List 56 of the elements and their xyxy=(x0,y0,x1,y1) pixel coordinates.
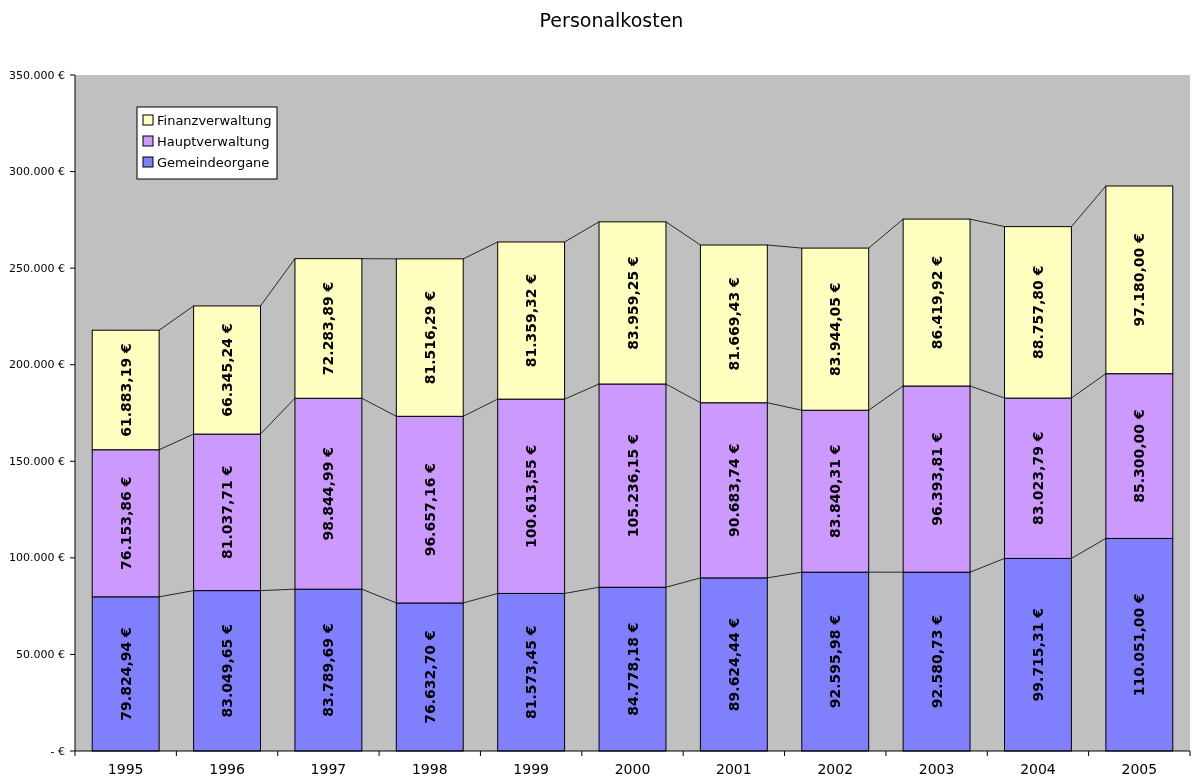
x-tick-label: 1998 xyxy=(411,761,448,777)
data-label: 76.632,70 € xyxy=(421,630,438,724)
legend-label: Gemeindeorgane xyxy=(157,154,270,170)
data-label: 98.844,99 € xyxy=(320,446,337,541)
y-tick-label: 300.000 € xyxy=(9,165,65,179)
data-label: 88.757,80 € xyxy=(1029,265,1046,360)
data-label: 81.669,43 € xyxy=(725,277,742,371)
data-label: 92.595,98 € xyxy=(827,614,844,709)
data-label: 110.051,00 € xyxy=(1131,593,1148,697)
chart-title: Personalkosten xyxy=(539,9,684,31)
x-tick-label: 2003 xyxy=(918,761,955,777)
y-tick-label: 250.000 € xyxy=(9,261,65,275)
data-label: 89.624,44 € xyxy=(725,617,742,712)
data-label: 81.573,45 € xyxy=(523,625,540,719)
y-tick-label: 50.000 € xyxy=(16,647,65,661)
data-label: 84.778,18 € xyxy=(624,622,641,716)
data-label: 76.153,86 € xyxy=(117,476,134,571)
y-tick-label: 150.000 € xyxy=(9,454,65,468)
data-label: 72.283,89 € xyxy=(320,281,337,376)
data-label: 105.236,15 € xyxy=(624,434,641,538)
data-label: 90.683,74 € xyxy=(725,443,742,538)
x-tick-label: 2001 xyxy=(716,761,752,777)
data-label: 83.944,05 € xyxy=(827,282,844,376)
data-label: 96.393,81 € xyxy=(928,432,945,526)
x-tick-label: 1999 xyxy=(513,761,549,777)
data-label: 66.345,24 € xyxy=(219,323,236,417)
data-label: 86.419,92 € xyxy=(928,255,945,350)
data-label: 61.883,19 € xyxy=(117,343,134,437)
data-label: 100.613,55 € xyxy=(523,444,540,548)
x-tick-label: 1995 xyxy=(107,761,144,777)
data-label: 97.180,00 € xyxy=(1131,233,1148,327)
legend-label: Hauptverwaltung xyxy=(157,133,270,149)
data-label: 83.049,65 € xyxy=(219,624,236,718)
x-tick-label: 2000 xyxy=(614,761,651,777)
data-label: 81.359,32 € xyxy=(523,273,540,368)
data-label: 99.715,31 € xyxy=(1029,607,1046,702)
data-label: 79.824,94 € xyxy=(117,627,134,721)
data-label: 81.516,29 € xyxy=(421,290,438,385)
x-tick-label: 2005 xyxy=(1121,761,1158,777)
data-label: 81.037,71 € xyxy=(219,465,236,560)
data-label: 83.959,25 € xyxy=(624,256,641,350)
y-tick-label: 100.000 € xyxy=(9,551,65,565)
data-label: 83.023,79 € xyxy=(1029,431,1046,525)
x-tick-label: 1996 xyxy=(209,761,245,777)
data-label: 96.657,16 € xyxy=(421,462,438,557)
x-tick-label: 2002 xyxy=(817,761,854,777)
data-label: 83.840,31 € xyxy=(827,444,844,538)
x-tick-label: 2004 xyxy=(1020,761,1056,777)
data-label: 92.580,73 € xyxy=(928,614,945,709)
x-tick-label: 1997 xyxy=(310,761,347,777)
y-tick-label: 350.000 € xyxy=(9,68,65,82)
y-tick-label: 200.000 € xyxy=(9,358,65,372)
y-tick-label: - € xyxy=(50,744,65,758)
data-label: 83.789,69 € xyxy=(320,623,337,717)
legend-label: Finanzverwaltung xyxy=(157,112,272,128)
data-label: 85.300,00 € xyxy=(1131,409,1148,503)
